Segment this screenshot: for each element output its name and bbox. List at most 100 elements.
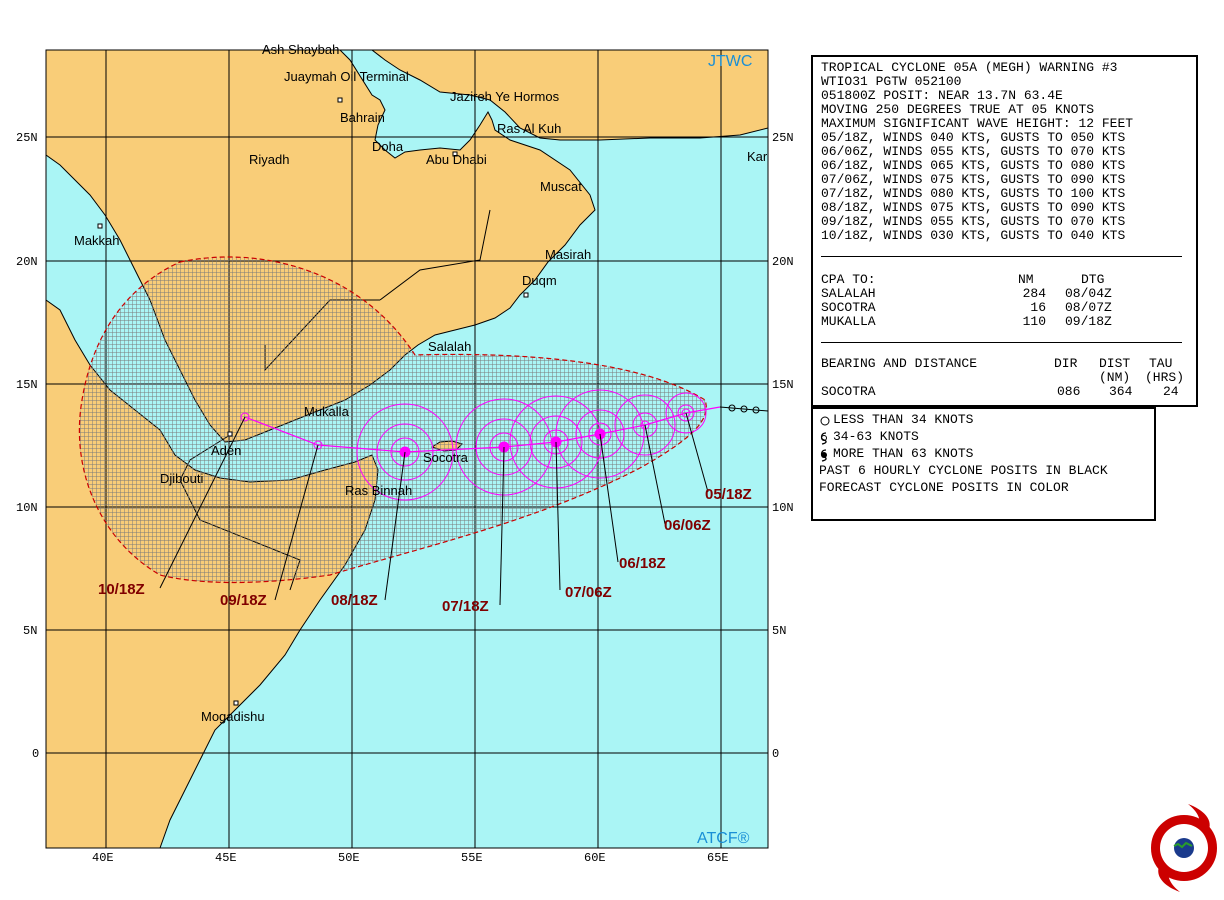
forecast-label-05-18z: 05/18Z	[705, 486, 752, 503]
lon-label-40e: 40E	[92, 851, 114, 865]
lat-label-15n: 15N	[16, 378, 38, 392]
cpa-name: SOCOTRA	[821, 300, 876, 315]
warning-line: MOVING 250 DEGREES TRUE AT 05 KNOTS	[821, 102, 1095, 117]
bearing-label: BEARING AND DISTANCE	[821, 356, 978, 371]
cpa-nm: 284	[1022, 286, 1046, 301]
place-muscat: Muscat	[540, 179, 582, 194]
place-masirah: Masirah	[545, 247, 591, 262]
tropical-cyclone-map: JTWC ATCF® 25N 20N 15N 10N 5N 0 25N 20N …	[16, 42, 794, 865]
place-salalah: Salalah	[428, 339, 471, 354]
lon-label-50e: 50E	[338, 851, 360, 865]
legend-item: FORECAST CYCLONE POSITS IN COLOR	[819, 480, 1069, 495]
forecast-label-08-18z: 08/18Z	[331, 592, 378, 609]
lat-label-25n-right: 25N	[772, 131, 794, 145]
legend-item: LESS THAN 34 KNOTS	[833, 412, 974, 427]
lat-label-10n-right: 10N	[772, 501, 794, 515]
forecast-label-06-06z: 06/06Z	[664, 517, 711, 534]
forecast-label-09-18z: 09/18Z	[220, 592, 267, 609]
lat-lon-grid	[46, 50, 768, 848]
past-posits	[728, 404, 760, 414]
circle-open-icon	[820, 416, 830, 426]
warning-line: 07/06Z, WINDS 075 KTS, GUSTS TO 090 KTS	[821, 172, 1126, 187]
lat-label-10n: 10N	[16, 501, 38, 515]
lat-label-5n-right: 5N	[772, 624, 786, 638]
place-hormos: Jazireh Ye Hormos	[450, 89, 560, 104]
forecast-label-06-18z: 06/18Z	[619, 555, 666, 572]
typhoon-icon	[820, 449, 827, 462]
legend-item: 34-63 KNOTS	[833, 429, 919, 444]
cpa-dtg-header: DTG	[1081, 272, 1105, 287]
bearing-tau: 24	[1163, 384, 1179, 399]
place-ras-al-kuh: Ras Al Kuh	[497, 121, 561, 136]
lat-label-5n: 5N	[23, 624, 37, 638]
place-djibouti: Djibouti	[160, 471, 203, 486]
cpa-nm: 16	[1030, 300, 1046, 315]
bearing-tau-header: TAU	[1149, 356, 1173, 371]
divider	[821, 342, 1182, 343]
cpa-nm: 110	[1022, 314, 1046, 329]
lat-label-15n-right: 15N	[772, 378, 794, 392]
atcf-label: ATCF®	[697, 830, 750, 847]
warning-line: 05/18Z, WINDS 040 KTS, GUSTS TO 050 KTS	[821, 130, 1126, 145]
warning-title: TROPICAL CYCLONE 05A (MEGH) WARNING #3	[821, 60, 1118, 75]
warning-line: MAXIMUM SIGNIFICANT WAVE HEIGHT: 12 FEET	[821, 116, 1134, 131]
place-abu-dhabi: Abu Dhabi	[426, 152, 487, 167]
bearing-dist: 364	[1109, 384, 1133, 399]
place-riyadh: Riyadh	[249, 152, 289, 167]
place-mukalla: Mukalla	[304, 404, 350, 419]
danger-area-swath	[78, 256, 707, 584]
cpa-dtg: 09/18Z	[1065, 314, 1112, 329]
place-kar: Kar	[747, 149, 768, 164]
warning-line: 051800Z POSIT: NEAR 13.7N 63.4E	[821, 88, 1063, 103]
cpa-dtg: 08/07Z	[1065, 300, 1112, 315]
place-aden: Aden	[211, 443, 241, 458]
bearing-dir: 086	[1057, 384, 1081, 399]
jtwc-label: JTWC	[708, 53, 752, 70]
place-bahrain: Bahrain	[340, 110, 385, 125]
tropical-storm-icon	[820, 432, 827, 445]
lat-label-0: 0	[32, 747, 39, 761]
forecast-label-07-06z: 07/06Z	[565, 584, 612, 601]
warning-line: 10/18Z, WINDS 030 KTS, GUSTS TO 040 KTS	[821, 228, 1126, 243]
place-socotra: Socotra	[423, 450, 469, 465]
cpa-name: MUKALLA	[821, 314, 876, 329]
lat-label-0-right: 0	[772, 747, 779, 761]
place-mogadishu: Mogadishu	[201, 709, 265, 724]
bearing-tau-unit: (HRS)	[1145, 370, 1185, 385]
warning-line: 06/18Z, WINDS 065 KTS, GUSTS TO 080 KTS	[821, 158, 1126, 173]
place-duqm: Duqm	[522, 273, 557, 288]
bearing-dist-header: DIST	[1099, 356, 1131, 371]
lat-label-20n: 20N	[16, 255, 38, 269]
place-ras-binnah: Ras Binnah	[345, 483, 412, 498]
bearing-dist-unit: (NM)	[1099, 370, 1131, 385]
divider	[821, 256, 1182, 257]
warning-line: 08/18Z, WINDS 075 KTS, GUSTS TO 090 KTS	[821, 200, 1126, 215]
past-track	[719, 406, 768, 412]
warning-panel: TROPICAL CYCLONE 05A (MEGH) WARNING #3 WT…	[811, 55, 1198, 407]
bearing-name: SOCOTRA	[821, 384, 876, 399]
place-makkah: Makkah	[74, 233, 120, 248]
bearing-dir-header: DIR	[1054, 356, 1078, 371]
place-doha: Doha	[372, 139, 404, 154]
lon-label-60e: 60E	[584, 851, 606, 865]
legend-panel: LESS THAN 34 KNOTS 34-63 KNOTS MORE THAN…	[811, 407, 1156, 521]
warning-line: 06/06Z, WINDS 055 KTS, GUSTS TO 070 KTS	[821, 144, 1126, 159]
land-persia	[371, 50, 768, 141]
lat-label-20n-right: 20N	[772, 255, 794, 269]
lon-label-55e: 55E	[461, 851, 483, 865]
place-juaymah: Juaymah Oil Terminal	[284, 69, 409, 84]
cpa-label: CPA TO:	[821, 272, 876, 287]
cpa-nm-header: NM	[1018, 272, 1034, 287]
warning-line: 09/18Z, WINDS 055 KTS, GUSTS TO 070 KTS	[821, 214, 1126, 229]
jtwc-logo-icon	[1149, 804, 1219, 892]
warning-line: 07/18Z, WINDS 080 KTS, GUSTS TO 100 KTS	[821, 186, 1126, 201]
forecast-label-10-18z: 10/18Z	[98, 581, 145, 598]
cpa-dtg: 08/04Z	[1065, 286, 1112, 301]
wind-radii	[356, 389, 707, 501]
lat-label-25n: 25N	[16, 131, 38, 145]
lon-label-65e: 65E	[707, 851, 729, 865]
forecast-label-07-18z: 07/18Z	[442, 598, 489, 615]
cpa-name: SALALAH	[821, 286, 876, 301]
warning-line: WTIO31 PGTW 052100	[821, 74, 962, 89]
lon-label-45e: 45E	[215, 851, 237, 865]
